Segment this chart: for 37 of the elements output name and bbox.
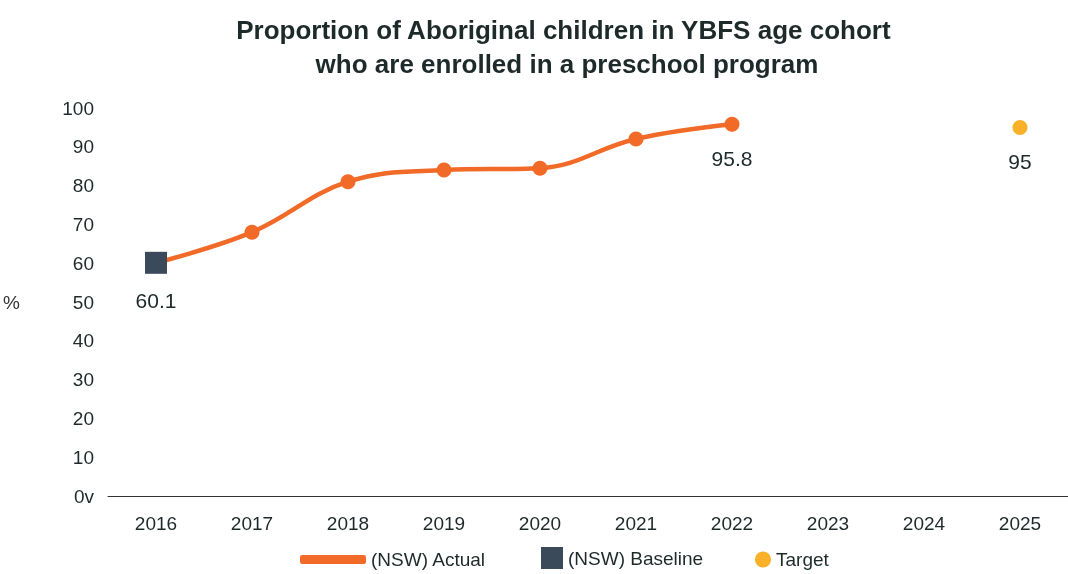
x-tick-label: 2018 (326, 513, 370, 534)
x-tick-label: 2019 (422, 513, 466, 534)
data-label: 95.8 (711, 146, 753, 170)
y-tick-label: 40 (72, 330, 94, 352)
x-tick-label: 2017 (230, 513, 274, 534)
y-tick-label: 100 (62, 97, 94, 119)
x-tick-label: 2020 (518, 513, 562, 534)
x-tick-label: 2024 (902, 513, 946, 534)
point (532, 160, 548, 176)
y-tick-label: 20 (72, 407, 94, 429)
point (145, 251, 167, 274)
x-tick-label: 2021 (614, 513, 658, 534)
point (628, 131, 644, 147)
x-tick-label: 2016 (134, 513, 178, 534)
chart-title: Proportion of Aboriginal children in YBFS age cohort who are enrolled in a preschool program (236, 15, 898, 79)
legend-label: Target (776, 549, 830, 570)
point (724, 116, 740, 132)
x-tick-label: 2022 (710, 513, 754, 534)
legend-label: (NSW) Actual (371, 549, 486, 570)
point (1012, 119, 1028, 135)
y-tick-label: 50 (72, 291, 94, 313)
y-tick-label: 60 (72, 252, 94, 274)
data-label: 60.1 (135, 288, 177, 312)
y-axis-title: % (3, 291, 21, 313)
point (436, 162, 452, 178)
y-tick-label: 10 (72, 446, 94, 468)
x-tick-label: 2023 (806, 513, 850, 534)
x-tick-label: 2025 (998, 513, 1042, 534)
y-tick-label: 80 (72, 175, 94, 197)
y-tick-label: 90 (72, 136, 94, 158)
data-label: 95 (1008, 149, 1032, 173)
y-tick-label: 30 (72, 369, 94, 391)
point (340, 174, 356, 190)
point (244, 224, 260, 240)
legend-label: (NSW) Baseline (568, 547, 704, 569)
y-tick-label: 70 (72, 213, 94, 235)
y-tick-label: 0v (73, 485, 95, 507)
